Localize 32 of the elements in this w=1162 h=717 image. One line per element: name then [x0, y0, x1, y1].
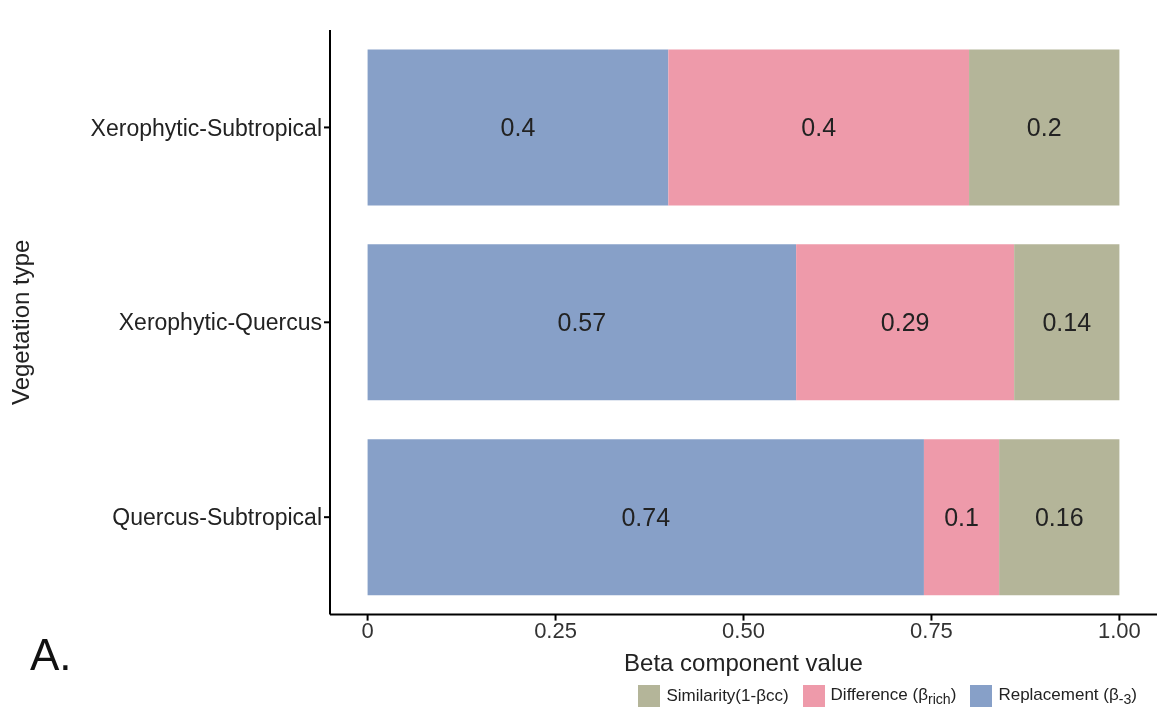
y-tick-label: Quercus-Subtropical	[112, 504, 322, 531]
x-tick-label: 0.50	[722, 618, 765, 644]
y-axis-title: Vegetation type	[6, 239, 34, 406]
data-label: 0.57	[557, 308, 607, 337]
x-axis-title: Beta component value	[624, 648, 863, 676]
bar	[367, 49, 669, 206]
y-tick-label: Xerophytic-Quercus	[118, 309, 322, 336]
bar	[796, 244, 1015, 401]
bar	[999, 439, 1120, 596]
data-label: 0.29	[880, 308, 930, 337]
data-label: 0.1	[944, 503, 979, 532]
data-label: 0.2	[1026, 113, 1062, 142]
legend-label: Difference (β$_{rich}$)	[830, 684, 957, 707]
y-tick-label: Xerophytic-Subtropical	[90, 114, 322, 141]
legend-label: Similarity(1-βcc)	[666, 685, 789, 706]
bar	[367, 439, 924, 596]
bar	[1014, 244, 1120, 401]
x-tick-label: 0	[361, 618, 374, 644]
data-label: 0.14	[1042, 308, 1092, 337]
data-label: 0.4	[500, 113, 536, 142]
data-label: 0.74	[621, 503, 671, 532]
x-tick-label: 1.00	[1097, 618, 1141, 644]
bar	[668, 49, 970, 206]
data-label: 0.16	[1034, 503, 1084, 532]
bar	[367, 244, 797, 401]
bar	[923, 439, 1000, 596]
bar	[969, 49, 1120, 206]
data-label: 0.4	[801, 113, 837, 142]
x-tick-label: 0.25	[534, 618, 577, 644]
text: A.	[30, 630, 72, 680]
x-tick-label: 0.75	[910, 618, 953, 644]
legend-label: Replacement (β$_{-3}$)	[998, 684, 1137, 707]
